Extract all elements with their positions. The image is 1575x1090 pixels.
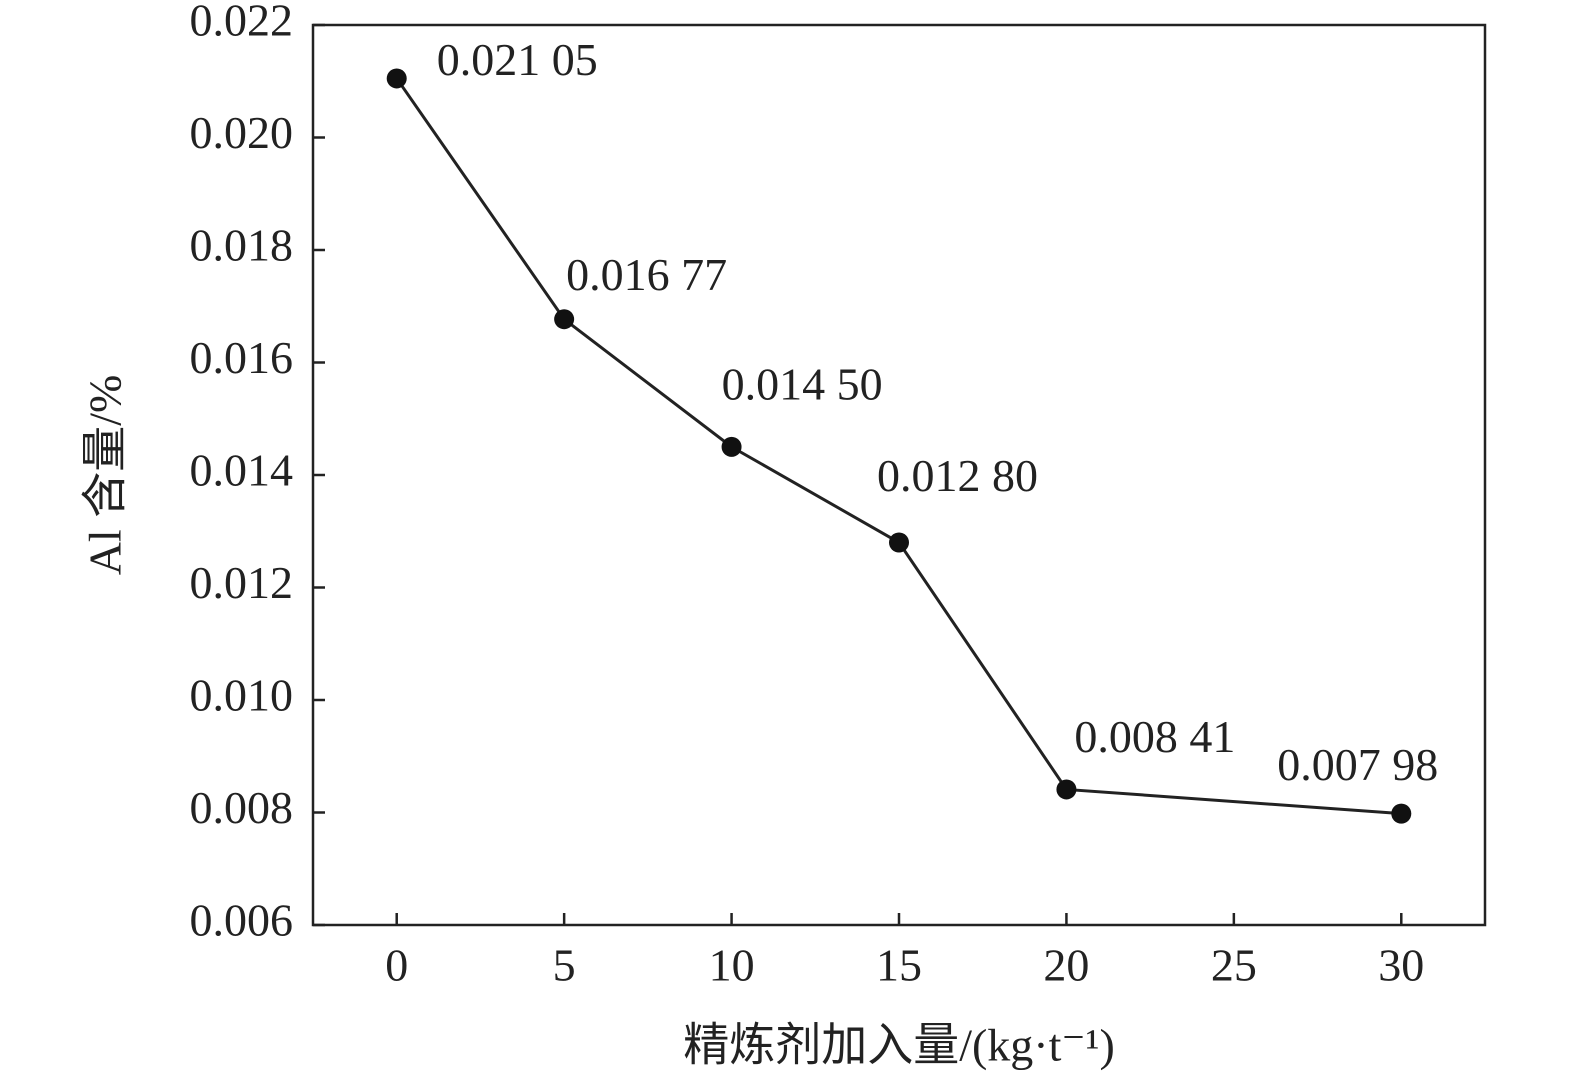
data-point: [1391, 803, 1412, 824]
data-label: 0.007 98: [1277, 739, 1438, 790]
y-tick-label: 0.018: [190, 220, 294, 271]
x-tick-label: 25: [1211, 940, 1257, 991]
y-tick-label: 0.008: [190, 782, 294, 833]
y-tick-label: 0.020: [190, 107, 294, 158]
y-tick-label: 0.014: [190, 445, 294, 496]
x-tick-label: 0: [385, 940, 408, 991]
y-tick-label: 0.012: [190, 557, 294, 608]
y-tick-label: 0.010: [190, 670, 294, 721]
y-axis-label: Al 含量/%: [80, 375, 131, 576]
data-point: [721, 436, 742, 457]
data-label: 0.021 05: [437, 34, 598, 85]
data-line: [395, 77, 1402, 816]
data-point: [554, 309, 575, 330]
x-tick-label: 15: [876, 940, 922, 991]
y-tick-label: 0.022: [190, 0, 294, 46]
x-tick-label: 10: [709, 940, 755, 991]
y-tick-label: 0.016: [190, 332, 294, 383]
data-label: 0.014 50: [722, 358, 883, 409]
data-point: [889, 532, 909, 553]
data-point: [1056, 779, 1077, 800]
data-label: 0.008 41: [1074, 711, 1235, 762]
y-tick-label: 0.006: [190, 895, 294, 946]
x-tick-label: 20: [1043, 940, 1089, 991]
x-tick-label: 30: [1378, 940, 1424, 991]
data-label: 0.016 77: [566, 249, 727, 300]
x-axis-label: 精炼剂加入量/(kg·t⁻¹): [683, 1020, 1115, 1071]
x-tick-label: 5: [553, 940, 576, 991]
data-label: 0.012 80: [877, 450, 1038, 501]
data-point: [386, 68, 407, 89]
